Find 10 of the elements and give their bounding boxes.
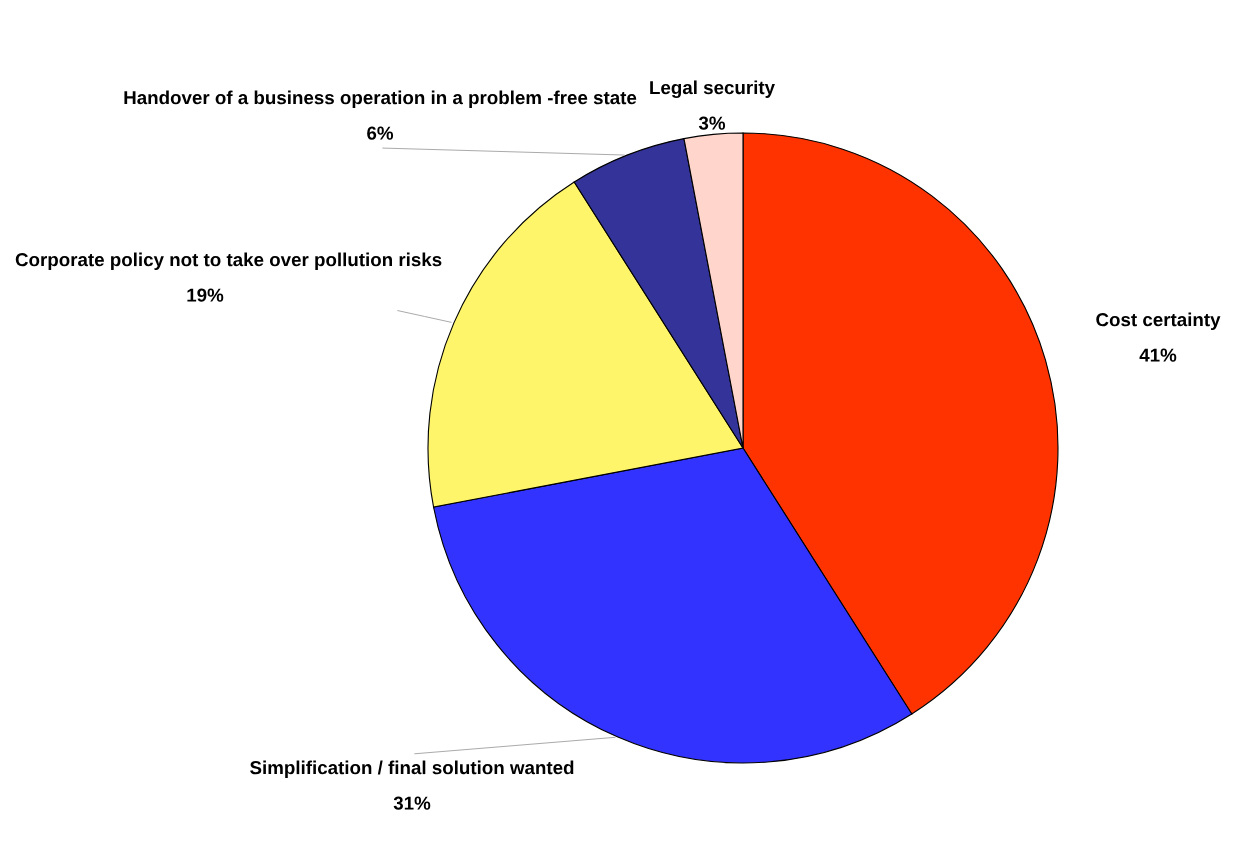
data-label: 19% (187, 288, 224, 302)
data-label: 31% (393, 796, 431, 810)
slice-label: Corporate policy not to take over pollution risks (15, 252, 442, 270)
data-label: 3% (698, 116, 726, 130)
slice-label: Simplification / final solution wanted (250, 760, 574, 778)
slice-label: Handover of a business operation in a problem -free state (124, 90, 637, 108)
data-label: 41% (1139, 348, 1177, 362)
slice-label: Cost certainty (1096, 312, 1221, 330)
data-label: 6% (367, 126, 394, 140)
slice-label: Legal security (650, 80, 775, 98)
